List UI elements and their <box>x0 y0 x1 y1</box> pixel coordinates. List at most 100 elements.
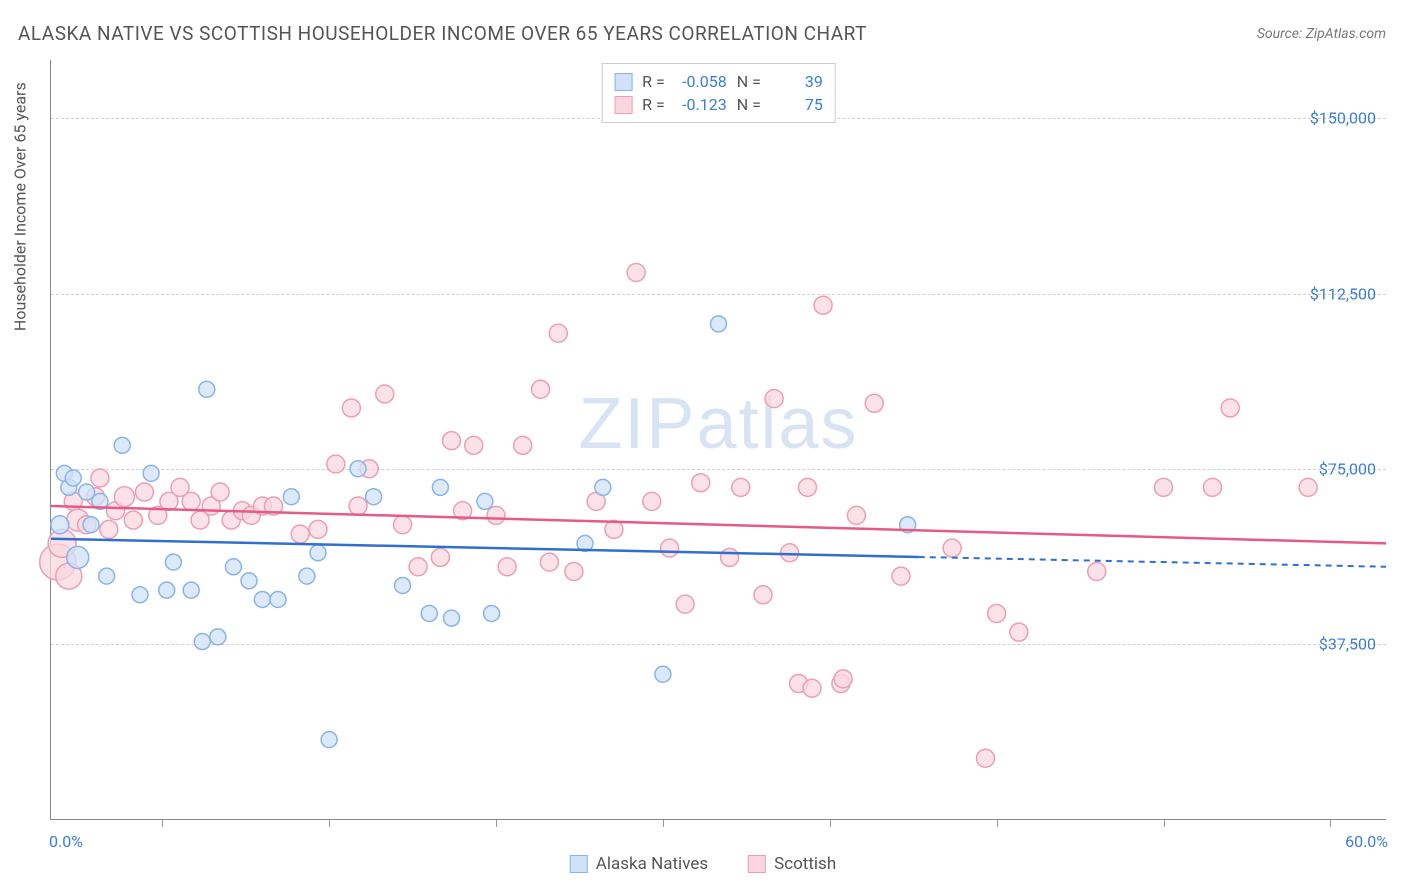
data-point <box>394 516 412 534</box>
scatter-svg <box>51 60 1386 819</box>
data-point <box>159 582 175 598</box>
data-point <box>1155 478 1173 496</box>
data-point <box>1203 478 1221 496</box>
data-point <box>143 465 159 481</box>
data-point <box>661 539 679 557</box>
data-point <box>350 461 366 477</box>
data-point <box>342 399 360 417</box>
data-point <box>781 544 799 562</box>
legend-row-scottish: R = -0.123 N = 75 <box>614 93 823 116</box>
n-label: N = <box>737 95 761 114</box>
data-point <box>327 455 345 473</box>
data-point <box>754 586 772 604</box>
data-point <box>182 492 200 510</box>
x-max-label: 60.0% <box>1345 832 1388 851</box>
n-value-alaska: 39 <box>767 72 823 91</box>
data-point <box>67 546 89 568</box>
data-point <box>241 573 257 589</box>
legend-label-alaska: Alaska Natives <box>596 854 708 874</box>
series-legend: Alaska Natives Scottish <box>570 854 836 874</box>
source-attribution: Source: ZipAtlas.com <box>1257 26 1386 42</box>
trend-line-extrapolated <box>919 557 1386 567</box>
data-point <box>1088 562 1106 580</box>
data-point <box>595 479 611 495</box>
legend-label-scottish: Scottish <box>774 854 836 874</box>
x-tick <box>1330 819 1331 827</box>
data-point <box>211 483 229 501</box>
r-label: R = <box>642 72 665 91</box>
data-point <box>443 432 461 450</box>
data-point <box>865 394 883 412</box>
data-point <box>114 437 130 453</box>
data-point <box>676 595 694 613</box>
n-label: N = <box>737 72 761 91</box>
data-point <box>291 525 309 543</box>
data-point <box>692 474 710 492</box>
data-point <box>270 591 286 607</box>
data-point <box>627 264 645 282</box>
data-point <box>431 548 449 566</box>
data-point <box>194 634 210 650</box>
x-tick <box>329 819 330 827</box>
chart-title: ALASKA NATIVE VS SCOTTISH HOUSEHOLDER IN… <box>18 22 867 45</box>
data-point <box>1299 478 1317 496</box>
x-tick <box>162 819 163 827</box>
r-value-alaska: -0.058 <box>671 72 727 91</box>
data-point <box>210 629 226 645</box>
data-point <box>803 679 821 697</box>
data-point <box>487 506 505 524</box>
data-point <box>349 497 367 515</box>
data-point <box>532 380 550 398</box>
data-point <box>565 562 583 580</box>
data-point <box>421 605 437 621</box>
data-point <box>549 324 567 342</box>
data-point <box>465 436 483 454</box>
data-point <box>321 732 337 748</box>
swatch-scottish <box>614 96 632 114</box>
data-point <box>514 436 532 454</box>
legend-item-scottish: Scottish <box>748 854 836 874</box>
swatch-alaska <box>570 855 588 873</box>
data-point <box>135 483 153 501</box>
data-point <box>484 605 500 621</box>
data-point <box>65 470 81 486</box>
plot-area: ZIPatlas R = -0.058 N = 39 R = -0.123 N … <box>50 60 1386 820</box>
data-point <box>711 316 727 332</box>
data-point <box>477 493 493 509</box>
data-point <box>988 604 1006 622</box>
correlation-legend: R = -0.058 N = 39 R = -0.123 N = 75 <box>601 63 836 123</box>
data-point <box>498 558 516 576</box>
data-point <box>847 506 865 524</box>
data-point <box>132 587 148 603</box>
data-point <box>721 548 739 566</box>
data-point <box>1010 623 1028 641</box>
data-point <box>540 553 558 571</box>
legend-row-alaska: R = -0.058 N = 39 <box>614 70 823 93</box>
data-point <box>199 381 215 397</box>
legend-item-alaska: Alaska Natives <box>570 854 708 874</box>
data-point <box>732 478 750 496</box>
x-tick <box>496 819 497 827</box>
data-point <box>765 390 783 408</box>
data-point <box>409 558 427 576</box>
x-tick <box>830 819 831 827</box>
x-min-label: 0.0% <box>49 832 83 851</box>
y-axis-label: Householder Income Over 65 years <box>11 82 30 331</box>
data-point <box>91 469 109 487</box>
data-point <box>99 568 115 584</box>
data-point <box>225 559 241 575</box>
data-point <box>51 516 69 534</box>
data-point <box>376 385 394 403</box>
data-point <box>977 749 995 767</box>
data-point <box>100 520 118 538</box>
data-point <box>943 539 961 557</box>
data-point <box>165 554 181 570</box>
data-point <box>299 568 315 584</box>
data-point <box>655 666 671 682</box>
r-label: R = <box>642 95 665 114</box>
data-point <box>814 296 832 314</box>
swatch-alaska <box>614 73 632 91</box>
data-point <box>432 479 448 495</box>
swatch-scottish <box>748 855 766 873</box>
data-point <box>1221 399 1239 417</box>
